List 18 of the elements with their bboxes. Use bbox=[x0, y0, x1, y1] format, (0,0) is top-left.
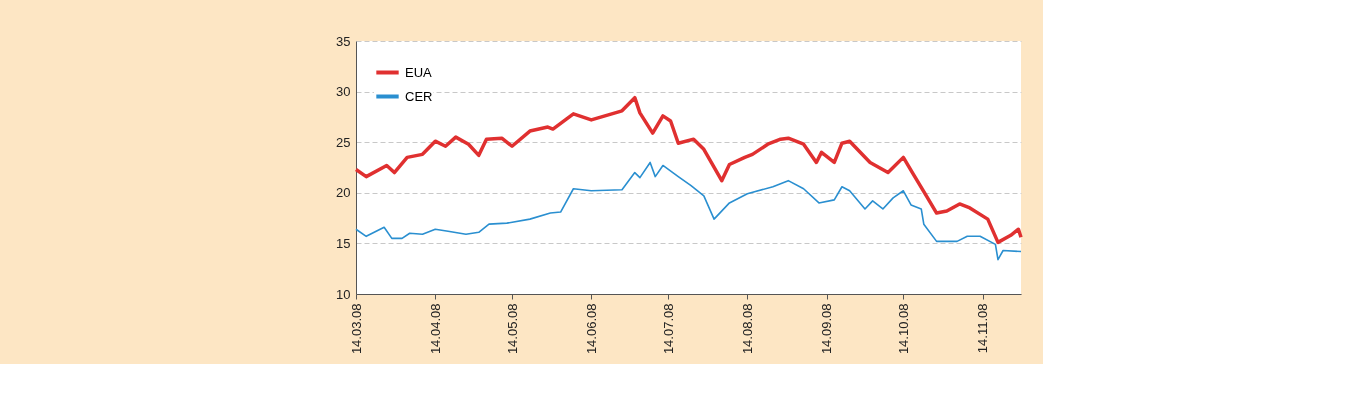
y-tick-label: 10 bbox=[336, 286, 351, 302]
x-tick-label: 14.08.08 bbox=[739, 303, 755, 355]
x-tick-label: 14.10.08 bbox=[895, 303, 911, 355]
x-tick-label: 14.04.08 bbox=[427, 303, 443, 355]
y-tick-label: 35 bbox=[336, 33, 351, 49]
y-tick-label: 25 bbox=[336, 134, 351, 150]
y-tick-label: 30 bbox=[336, 84, 351, 100]
x-tick-label: 14.11.08 bbox=[975, 303, 991, 354]
legend-label: EUA bbox=[405, 64, 433, 80]
x-tick-label: 14.05.08 bbox=[504, 303, 520, 355]
x-tick-label: 14.09.08 bbox=[819, 303, 835, 355]
x-tick-label: 14.07.08 bbox=[660, 303, 676, 355]
x-tick-label: 14.03.08 bbox=[348, 303, 364, 355]
legend-label: CER bbox=[405, 88, 433, 104]
x-tick-label: 14.06.08 bbox=[583, 303, 599, 355]
y-tick-label: 20 bbox=[336, 185, 351, 201]
line-series bbox=[355, 161, 1022, 261]
y-tick-label: 15 bbox=[336, 235, 351, 251]
